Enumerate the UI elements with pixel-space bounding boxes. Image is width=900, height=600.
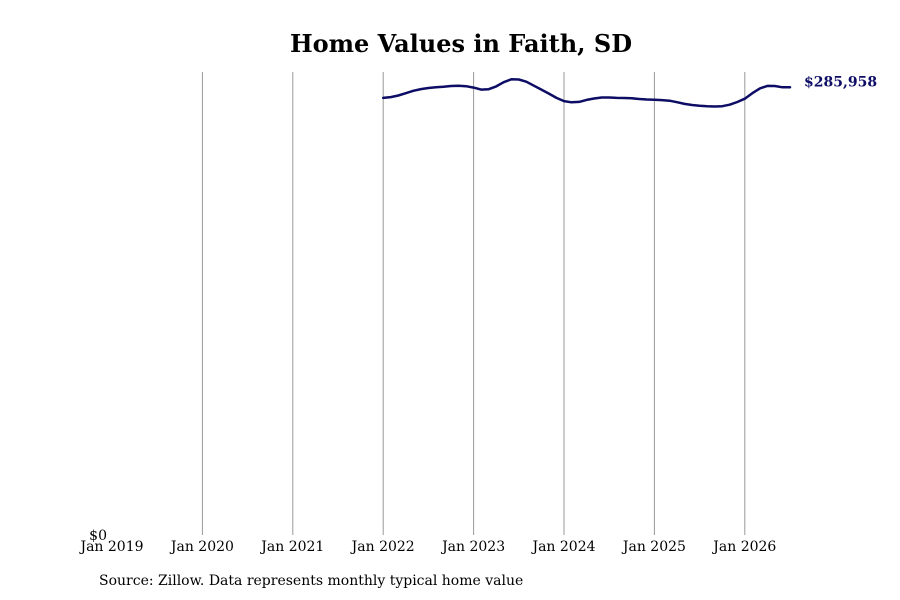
x-axis-ticks: Jan 2019 Jan 2020 Jan 2021 Jan 2022 Jan 2023… bbox=[78, 539, 776, 555]
chart-title: Home Values in Faith, SD bbox=[290, 29, 632, 58]
x-tick-label-2: Jan 2021 bbox=[259, 539, 324, 555]
x-tick-label-7: Jan 2026 bbox=[711, 539, 776, 555]
gridlines bbox=[201, 72, 746, 535]
x-tick-label-0: Jan 2019 bbox=[78, 539, 143, 555]
x-tick-label-5: Jan 2024 bbox=[530, 539, 595, 555]
source-note: Source: Zillow. Data represents monthly … bbox=[99, 573, 524, 589]
y-tick-label-0: $0 bbox=[89, 528, 107, 544]
x-tick-label-4: Jan 2023 bbox=[440, 539, 505, 555]
x-tick-label-3: Jan 2022 bbox=[350, 539, 415, 555]
latest-value-label: $285,958 bbox=[804, 74, 877, 90]
x-tick-label-6: Jan 2025 bbox=[621, 539, 686, 555]
home-value-line bbox=[381, 78, 792, 108]
x-tick-label-1: Jan 2020 bbox=[169, 539, 234, 555]
